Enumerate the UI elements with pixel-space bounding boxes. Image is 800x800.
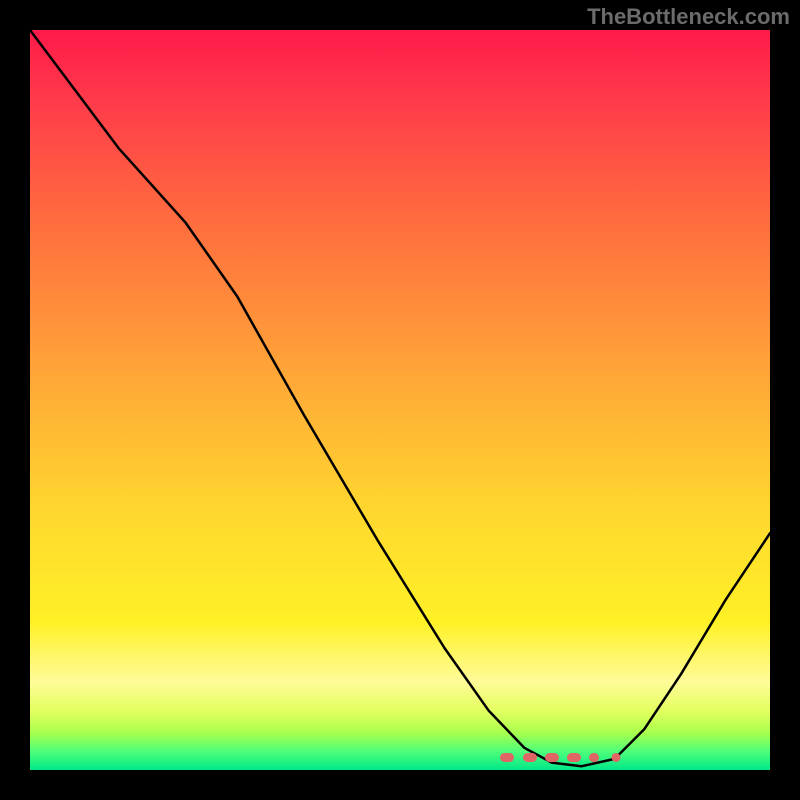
watermark-text: TheBottleneck.com	[587, 4, 790, 30]
plot-area	[30, 30, 770, 770]
curve-path	[30, 30, 770, 766]
marker-dash	[545, 753, 559, 762]
marker-dot	[612, 753, 621, 762]
marker-dash	[500, 753, 514, 762]
marker-strip	[30, 757, 770, 758]
marker-dash	[523, 753, 537, 762]
bottleneck-curve	[30, 30, 770, 770]
chart-container: { "watermark": { "text": "TheBottleneck.…	[0, 0, 800, 800]
marker-dash	[589, 753, 599, 762]
marker-dash	[567, 753, 581, 762]
